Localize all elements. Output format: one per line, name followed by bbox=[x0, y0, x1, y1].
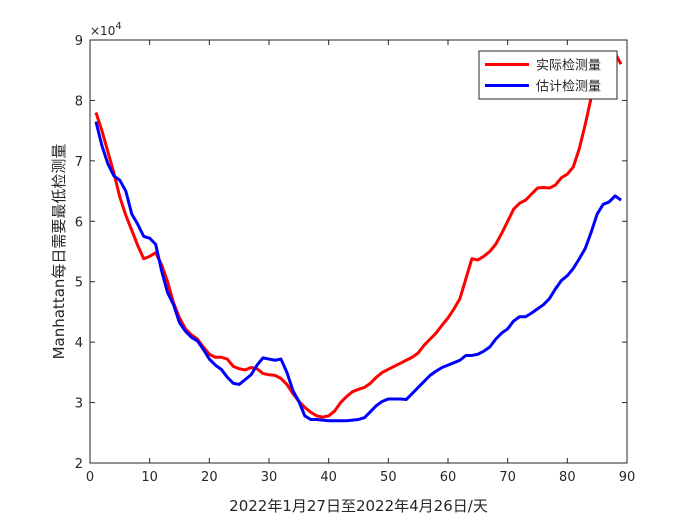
y-exponent-superscript: 4 bbox=[115, 21, 121, 32]
x-tick-label: 30 bbox=[261, 470, 278, 485]
y-tick-label: 4 bbox=[75, 336, 83, 351]
x-tick-label: 50 bbox=[380, 470, 397, 485]
axes-box bbox=[89, 39, 628, 464]
y-tick-label: 8 bbox=[75, 94, 83, 109]
y-exponent-label: ×104 bbox=[90, 21, 122, 38]
legend-label: 实际检测量 bbox=[536, 59, 601, 74]
y-tick-label: 2 bbox=[75, 457, 83, 472]
x-tick-label: 40 bbox=[320, 470, 337, 485]
legend-box bbox=[478, 50, 618, 100]
x-axis-label: 2022年1月27日至2022年4月26日/天 bbox=[229, 497, 488, 515]
y-axis: 2 3 4 5 6 7 8 9 bbox=[75, 34, 627, 472]
y-tick-label: 5 bbox=[75, 276, 83, 291]
y-tick-label: 6 bbox=[75, 215, 83, 230]
x-tick-label: 0 bbox=[86, 470, 94, 485]
x-tick-label: 80 bbox=[559, 470, 576, 485]
y-tick-label: 3 bbox=[75, 397, 83, 412]
y-tick-label: 7 bbox=[75, 155, 83, 170]
series-line-2 bbox=[94, 121, 622, 423]
y-axis-label: Manhattan每日需要最低检测量 bbox=[50, 144, 68, 360]
x-tick-label: 70 bbox=[499, 470, 516, 485]
plot-area bbox=[90, 40, 627, 463]
x-axis: 0 10 20 30 40 50 60 70 80 90 bbox=[86, 40, 635, 485]
x-tick-label: 10 bbox=[141, 470, 158, 485]
series-layer bbox=[94, 51, 623, 423]
x-tick-label: 90 bbox=[619, 470, 636, 485]
series-line-1 bbox=[94, 51, 623, 419]
x-tick-label: 60 bbox=[440, 470, 457, 485]
legend-label: 估计检测量 bbox=[536, 80, 601, 95]
x-tick-label: 20 bbox=[201, 470, 218, 485]
y-tick-label: 9 bbox=[75, 34, 83, 49]
